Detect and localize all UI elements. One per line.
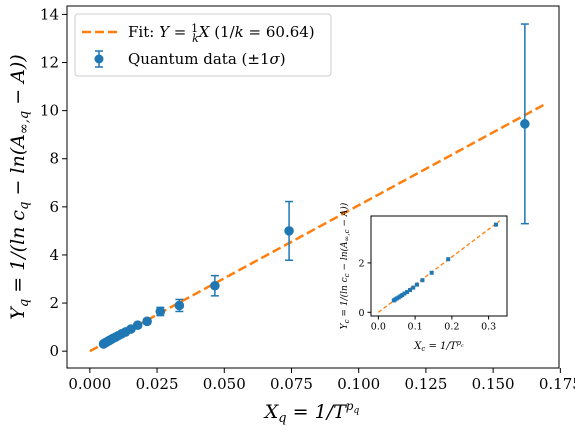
data-point [210, 274, 220, 297]
inset-data-points [391, 222, 498, 303]
main-x-tick-label: 0.025 [136, 375, 179, 393]
inset-y-axis-label: Yc = 1/(ln cc − ln(A∞,c − A)) [339, 202, 351, 329]
main-fit-line-group [89, 102, 548, 353]
main-y-tick-label: 10 [40, 102, 59, 120]
inset-data-marker [411, 285, 416, 290]
data-point [174, 298, 185, 313]
inset-x-axis-label: Xc = 1/Tpc [413, 339, 464, 353]
main-y-tick-label: 2 [49, 294, 59, 312]
inset-axes-frame [370, 215, 508, 317]
main-data-points [98, 23, 530, 349]
inset-fit-line [377, 220, 501, 313]
main-y-tick-label: 6 [49, 198, 59, 216]
data-point [155, 306, 166, 317]
main-y-tick-label: 4 [49, 246, 59, 264]
main-fit-line [89, 102, 548, 353]
inset-data-marker [407, 288, 412, 293]
inset-y-tick-label: 0 [358, 308, 364, 319]
data-point [520, 23, 530, 225]
main-x-ticks: 0.000 0.025 0.050 0.075 0.100 0.125 0.150 0.175 [68, 368, 575, 393]
inset-data-marker [493, 222, 498, 227]
main-plot-area: 0.0000.0250.0500.0750.1000.1250.1500.175… [7, 5, 575, 426]
inset-fit-line-group [377, 220, 501, 313]
main-axes-frame [66, 5, 560, 369]
inset-data-marker [402, 291, 407, 296]
inset-x-tick-label: 0.0 [371, 322, 386, 333]
data-point [284, 200, 294, 261]
legend-data-label: Quantum data (±1σ) [128, 50, 286, 68]
main-x-tick-label: 0.075 [270, 375, 313, 393]
legend: Fit: Y = 1 kX (1/k = 60.64) Quantum data … [74, 13, 332, 77]
main-x-tick-label: 0.000 [68, 375, 111, 393]
legend-data-swatch [94, 50, 104, 68]
main-x-tick-label: 0.125 [404, 375, 447, 393]
inset-background [371, 216, 507, 316]
inset-data-marker [420, 278, 425, 283]
inset-data-marker [429, 270, 434, 275]
main-y-ticks: 0 2 4 6 8 10 12 14 [40, 5, 67, 360]
inset-y-tick-label: 2 [358, 258, 364, 269]
inset-data-marker [400, 293, 405, 298]
data-marker [155, 306, 166, 317]
inset-x-tick-label: 0.1 [408, 322, 423, 333]
main-y-tick-label: 8 [49, 150, 59, 168]
data-marker [142, 316, 152, 327]
inset-x-tick-label: 0.3 [481, 322, 496, 333]
data-point [142, 316, 152, 327]
inset-plot-area: 0.0 0.1 0.2 0.3 02 Xc = 1/Tpc Yc = 1/(ln cc… [339, 202, 508, 353]
data-marker [210, 280, 220, 291]
data-marker [174, 300, 185, 311]
main-x-tick-label: 0.175 [539, 375, 575, 393]
inset-data-marker [405, 290, 410, 295]
main-x-axis-label: Xq = 1/Tpq [263, 399, 360, 426]
data-marker [520, 119, 530, 129]
main-y-tick-label: 0 [49, 342, 59, 360]
data-point [132, 320, 143, 330]
inset-y-ticks: 02 [358, 258, 371, 319]
main-y-axis-label: Yq = 1/(ln cq − ln(A∞,q − A)) [7, 54, 32, 319]
main-x-tick-label: 0.150 [472, 375, 515, 393]
inset-data-marker [414, 282, 419, 287]
main-y-tick-label: 14 [40, 5, 59, 23]
legend-fit-label: Fit: Y = 1 kX (1/k = 60.64) [128, 22, 315, 45]
main-x-tick-label: 0.050 [203, 375, 246, 393]
data-marker [284, 226, 294, 236]
inset-data-marker [446, 257, 451, 262]
data-marker [132, 320, 143, 330]
main-y-tick-label: 12 [40, 54, 59, 72]
inset-x-tick-label: 0.2 [444, 322, 459, 333]
inset-x-ticks: 0.0 0.1 0.2 0.3 [371, 316, 496, 333]
legend-box [74, 13, 332, 77]
main-x-tick-label: 0.100 [337, 375, 380, 393]
